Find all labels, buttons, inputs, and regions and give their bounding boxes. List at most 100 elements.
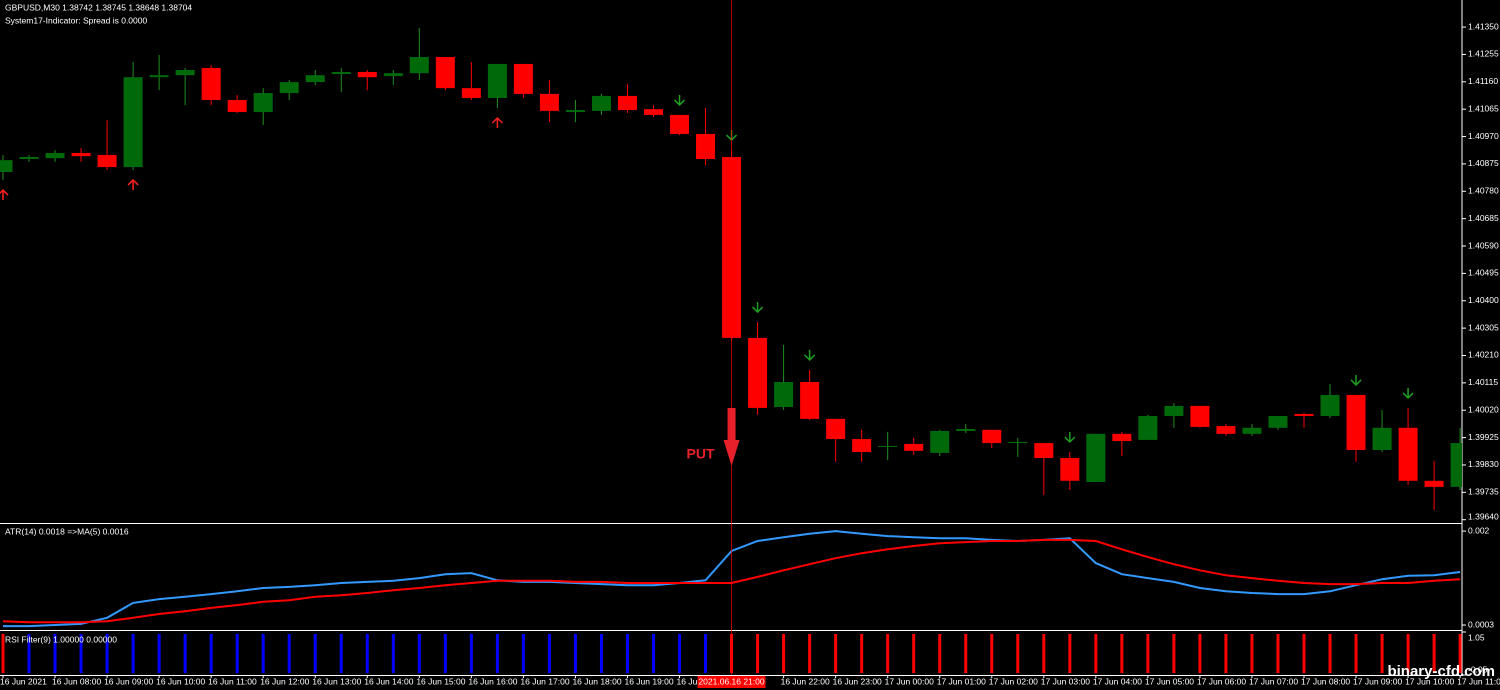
put-arrow-shaft [727,408,736,440]
filter-bar [678,633,682,674]
candle-body [1424,480,1444,487]
filter-bar [157,633,161,674]
filter-bar [469,633,473,674]
filter-bar [756,633,760,674]
sell-arrow [752,302,764,314]
sell-arrow [1350,374,1362,387]
filter-bar [53,633,57,674]
x-tick-label: 16 Jun 15:00 [416,676,465,686]
y-tick-label: 1.41255 [1468,49,1499,59]
x-tick-label: 16 Jun 18:00 [572,676,621,686]
candle-body [800,381,820,419]
rsi-filter-title: RSI Filter(9) 1.00000 0.00000 [5,634,117,644]
candle-body [357,72,377,78]
candle-body [227,99,247,113]
filter-bar [1458,633,1462,674]
candle-body [904,443,924,451]
x-tick-label: 17 Jun 11:00 [1457,676,1500,686]
sell-arrow [1402,387,1414,399]
candle-body [1450,443,1462,487]
candle-body [45,152,65,159]
x-tick-label: 16 Jun 13:00 [312,676,361,686]
buy-arrow [127,178,139,190]
x-tick-label: 16 Jun 14:00 [364,676,413,686]
x-tick-label: 16 Jun 11:00 [208,676,257,686]
filter-bar [1276,633,1280,674]
filter-bar [547,633,551,674]
filter-bar [1068,633,1072,674]
candle-body [123,77,143,168]
x-tick-label: 17 Jun 05:00 [1145,676,1194,686]
filter-bar [521,633,525,674]
filter-bar [1224,633,1228,674]
filter-bar [1146,633,1150,674]
filter-bar [964,633,968,674]
filter-bar [834,633,838,674]
filter-bar [209,633,213,674]
candle-body [175,70,195,76]
x-tick-label: 17 Jun 09:00 [1353,676,1402,686]
buy-arrow [0,188,9,201]
filter-bar [391,633,395,674]
y-tick-label: -0.05 [1468,664,1488,674]
filter-bar [990,633,994,674]
x-tick-label: 17 Jun 06:00 [1197,676,1246,686]
x-tick-label: 16 Jun 16:00 [468,676,517,686]
x-tick-label: 17 Jun 10:00 [1405,676,1454,686]
atr-title: ATR(14) 0.0018 =>MA(5) 0.0016 [5,526,129,536]
candle-body [826,418,846,440]
filter-bar [1,633,5,674]
y-tick-label: 1.40495 [1468,268,1499,278]
buy-arrow [491,116,503,129]
x-tick-label: 16 Jun 08:00 [52,676,101,686]
candle-body [696,133,716,160]
candle-body [878,445,898,447]
filter-bar [1198,633,1202,674]
candle-body [956,428,976,431]
filter-bar [1432,633,1436,674]
candle-body [97,154,117,168]
candle-body [774,381,794,408]
filter-bar [886,633,890,674]
candle-body [852,439,872,452]
filter-bar [1354,633,1358,674]
candle-body [513,63,533,94]
crosshair-label: 2021.06.16 21:00 [698,676,764,686]
x-tick-label: 16 Jun 23:00 [833,676,882,686]
candle-body [1372,427,1392,450]
sell-arrow [673,94,686,107]
candle-body [1190,405,1210,427]
x-tick-label: 16 Jun 10:00 [156,676,205,686]
candle-body [1112,433,1132,442]
x-tick-label: 16 Jun 2021 [0,676,47,686]
candle-body [1034,443,1054,459]
candle-body [1268,415,1288,428]
filter-bar [1250,633,1254,674]
candle-body [930,430,950,453]
filter-bar [495,633,499,674]
x-tick-label: 17 Jun 07:00 [1249,676,1298,686]
x-tick-label: 17 Jun 04:00 [1093,676,1142,686]
sell-arrow [804,349,816,361]
y-tick-label: 1.41160 [1468,76,1498,86]
filter-bar [417,633,421,674]
candle-body [1294,413,1314,416]
filter-bar [1328,633,1332,674]
candle-body [279,82,299,94]
x-tick-label: 16 Jun 19:00 [624,676,673,686]
candle-body [982,429,1002,444]
y-tick-label: 1.40685 [1468,213,1499,223]
candle-body [409,57,429,74]
x-tick-label: 16 Jun 12:00 [260,676,309,686]
filter-bar [625,633,629,674]
y-tick-label: 1.39925 [1468,432,1499,442]
y-tick-label: 1.05 [1468,632,1485,642]
candle-body [461,88,481,98]
x-tick-label: 17 Jun 03:00 [1041,676,1090,686]
candle-body [1346,394,1366,450]
filter-bar [1016,633,1020,674]
y-tick-label: 1.40875 [1468,158,1499,168]
candle-body [435,57,455,89]
